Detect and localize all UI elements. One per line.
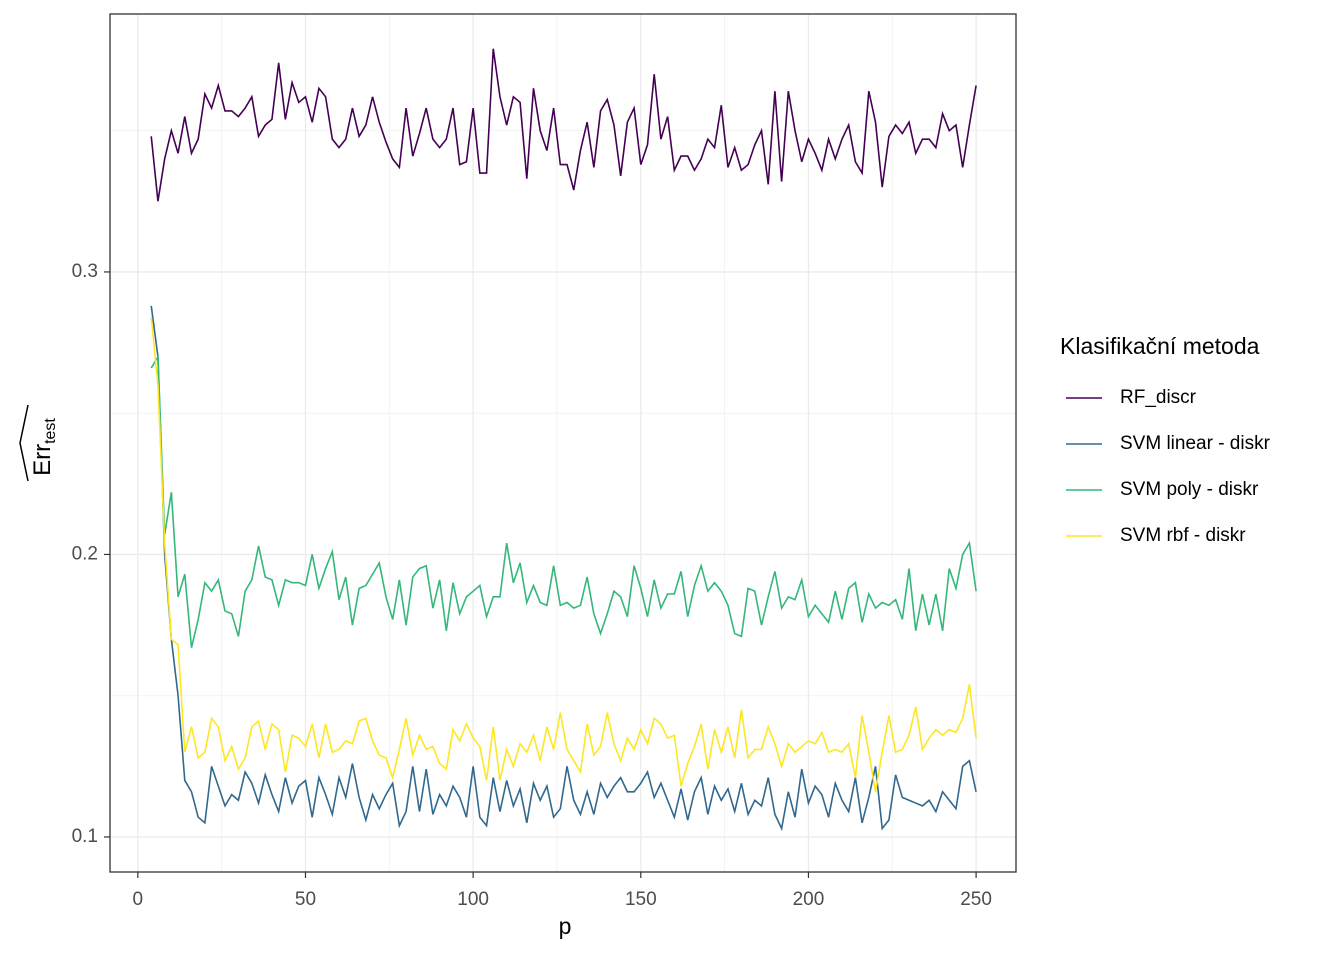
x-tick-label: 0: [133, 889, 144, 910]
series-line: [150, 353, 977, 648]
series-line: [150, 317, 977, 792]
plot-border: [109, 13, 1017, 873]
x-tick-label: 250: [960, 889, 992, 910]
legend-label: SVM rbf - diskr: [1120, 525, 1246, 546]
x-tick-label: 200: [793, 889, 825, 910]
legend-title: Klasifikační metoda: [1060, 333, 1260, 359]
x-tick-label: 150: [625, 889, 657, 910]
y-tick-label: 0.2: [72, 543, 98, 564]
y-label-main: Err: [29, 444, 56, 476]
hat: [19, 404, 29, 482]
y-axis-label-text: Errtest: [29, 418, 59, 476]
x-axis-label: p: [559, 913, 572, 939]
y-tick-label: 0.1: [72, 826, 98, 847]
x-tick-label: 100: [457, 889, 489, 910]
legend-label: SVM linear - diskr: [1120, 433, 1271, 454]
series-line: [150, 48, 977, 202]
y-axis-label: Errtest: [19, 404, 59, 482]
legend-label: RF_discr: [1120, 387, 1197, 408]
x-tick-label: 50: [295, 889, 316, 910]
series-line: [150, 305, 977, 832]
y-label-sub: test: [42, 418, 59, 444]
y-tick-label: 0.3: [72, 261, 98, 282]
legend-label: SVM poly - diskr: [1120, 479, 1259, 500]
